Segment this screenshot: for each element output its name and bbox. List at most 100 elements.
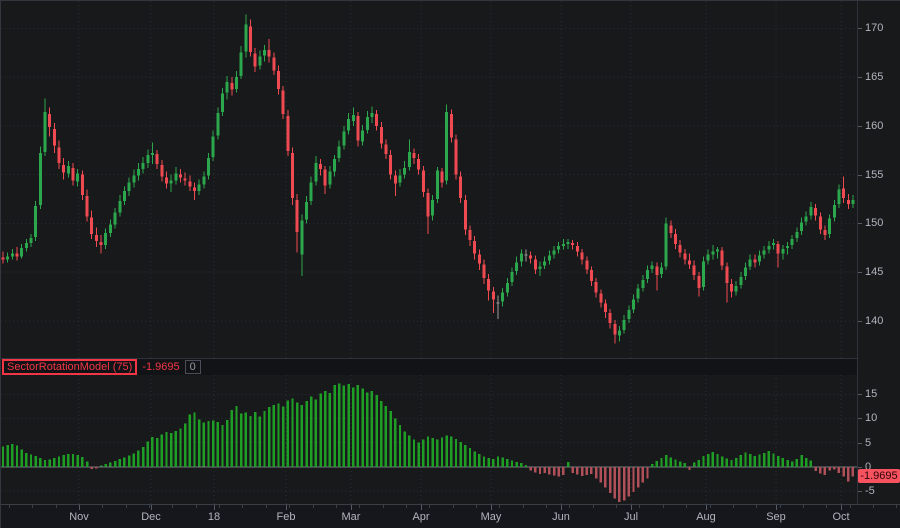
candle-body <box>482 264 486 279</box>
histogram-bar <box>618 466 621 503</box>
time-minor-tick <box>453 505 454 508</box>
zero-line-chip[interactable]: 0 <box>184 360 201 374</box>
histogram-bar <box>777 456 780 467</box>
histogram-bar <box>431 437 434 467</box>
candle-body <box>323 169 327 186</box>
candle-body <box>99 241 103 245</box>
time-minor-tick <box>780 505 781 508</box>
histogram-bar <box>468 448 472 467</box>
indicator-pane[interactable] <box>1 375 857 504</box>
histogram-bar <box>529 466 532 471</box>
histogram-bar <box>263 411 266 467</box>
candle-body <box>706 254 710 261</box>
candle-body <box>183 178 187 181</box>
time-minor-tick <box>710 505 711 508</box>
candle-body <box>748 259 752 267</box>
candle-body <box>669 225 673 234</box>
indicator-axis-label-10-tick <box>858 418 862 419</box>
histogram-bar <box>538 466 542 474</box>
histogram-bar <box>71 454 75 467</box>
candle-body <box>384 144 388 155</box>
histogram-bar <box>169 433 173 467</box>
indicator-last-value-text: -1.9695 <box>142 361 180 373</box>
histogram-bar <box>814 466 817 472</box>
candle-body <box>146 155 150 163</box>
candle-body <box>62 164 66 173</box>
histogram-bar <box>366 392 369 467</box>
candle-body <box>193 187 196 192</box>
histogram-bar <box>221 425 224 467</box>
price-axis-label-155: 155 <box>865 169 884 181</box>
candle-body <box>561 243 565 246</box>
candle-body <box>253 53 257 67</box>
histogram-bar <box>786 460 789 467</box>
candle-body <box>1 257 5 260</box>
time-minor-tick <box>803 505 804 508</box>
candle-body <box>720 250 724 266</box>
candle-body <box>347 119 351 131</box>
histogram-bar <box>711 451 714 467</box>
histogram-bar <box>566 462 570 467</box>
candle-body <box>459 176 463 199</box>
histogram-bar <box>506 459 509 467</box>
candle-body <box>744 267 747 277</box>
histogram-bar <box>356 385 360 467</box>
time-minor-tick <box>873 505 874 508</box>
candle-body <box>762 250 766 255</box>
time-tick-Apr <box>421 505 422 510</box>
candle-body <box>487 279 491 291</box>
candle-body <box>739 277 743 285</box>
candle-body <box>557 245 561 250</box>
price-axis[interactable]: 170 165 160 155 150 145 140 15 10 5 0 -5 <box>857 1 900 504</box>
histogram-bar <box>207 420 210 467</box>
indicator-name-chip[interactable]: SectorRotationModel (75) <box>2 359 138 375</box>
candle-body <box>786 245 790 248</box>
candle-body <box>468 230 472 240</box>
histogram-bar <box>123 457 126 467</box>
candle-body <box>655 266 659 276</box>
histogram-bar <box>76 455 79 467</box>
candle-body <box>300 220 304 255</box>
histogram-bar <box>95 466 98 469</box>
histogram-bar <box>515 462 518 467</box>
price-pane[interactable] <box>1 1 857 358</box>
candle-body <box>678 244 682 253</box>
candle-body <box>221 93 224 113</box>
histogram-bar <box>693 462 696 467</box>
histogram-bar <box>772 453 775 467</box>
histogram-bar <box>146 441 149 467</box>
time-minor-tick <box>219 505 220 508</box>
histogram-bar <box>534 466 537 473</box>
candle-body <box>118 201 122 213</box>
time-minor-tick <box>32 505 33 508</box>
histogram-bar <box>85 461 89 467</box>
candle-body <box>632 299 635 310</box>
time-minor-tick <box>9 505 10 508</box>
indicator-last-value-badge: -1.9695 <box>858 469 900 483</box>
candle-body <box>767 245 771 250</box>
candle-body <box>122 191 126 201</box>
histogram-bar <box>235 405 238 467</box>
time-minor-tick <box>172 505 173 508</box>
time-tick-18 <box>214 505 215 510</box>
histogram-bar <box>805 458 808 467</box>
candle-body <box>702 261 705 287</box>
candle-body <box>286 116 290 152</box>
candle-body <box>809 206 813 216</box>
histogram-bar <box>753 456 757 467</box>
candle-body <box>515 262 519 272</box>
time-minor-tick <box>593 505 594 508</box>
histogram-bar <box>113 461 117 467</box>
candle-body <box>734 285 738 292</box>
candle-body <box>730 283 733 292</box>
candle-body <box>758 255 761 262</box>
candle-body <box>641 280 645 288</box>
candle-body <box>174 173 178 181</box>
histogram-bar <box>842 466 845 477</box>
time-label-Sep: Sep <box>766 511 786 523</box>
histogram-bar <box>590 466 593 474</box>
histogram-bar <box>380 401 383 467</box>
candle-body <box>692 265 696 276</box>
time-axis[interactable]: Nov Dec 18 Feb Mar Apr May Jun Jul Aug Sep Oct <box>1 504 900 528</box>
candle-body <box>76 173 80 182</box>
